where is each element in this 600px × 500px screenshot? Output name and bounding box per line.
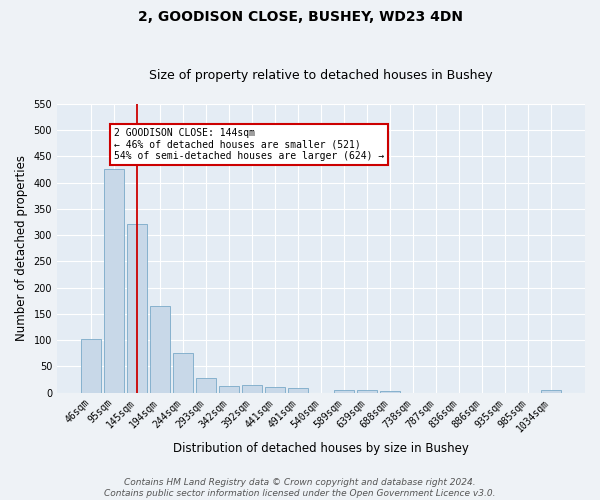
Bar: [81, 338, 101, 392]
Bar: [219, 386, 239, 392]
Bar: [104, 168, 124, 392]
Bar: [357, 390, 377, 392]
Bar: [150, 306, 170, 392]
Bar: [242, 386, 262, 392]
Text: Contains HM Land Registry data © Crown copyright and database right 2024.
Contai: Contains HM Land Registry data © Crown c…: [104, 478, 496, 498]
Bar: [541, 390, 561, 392]
Bar: [173, 354, 193, 393]
Bar: [265, 388, 285, 392]
Text: 2 GOODISON CLOSE: 144sqm
← 46% of detached houses are smaller (521)
54% of semi-: 2 GOODISON CLOSE: 144sqm ← 46% of detach…: [114, 128, 384, 161]
Bar: [288, 388, 308, 392]
Y-axis label: Number of detached properties: Number of detached properties: [15, 156, 28, 342]
Text: 2, GOODISON CLOSE, BUSHEY, WD23 4DN: 2, GOODISON CLOSE, BUSHEY, WD23 4DN: [137, 10, 463, 24]
Bar: [334, 390, 354, 392]
X-axis label: Distribution of detached houses by size in Bushey: Distribution of detached houses by size …: [173, 442, 469, 455]
Title: Size of property relative to detached houses in Bushey: Size of property relative to detached ho…: [149, 69, 493, 82]
Bar: [196, 378, 216, 392]
Bar: [380, 390, 400, 392]
Bar: [127, 224, 146, 392]
